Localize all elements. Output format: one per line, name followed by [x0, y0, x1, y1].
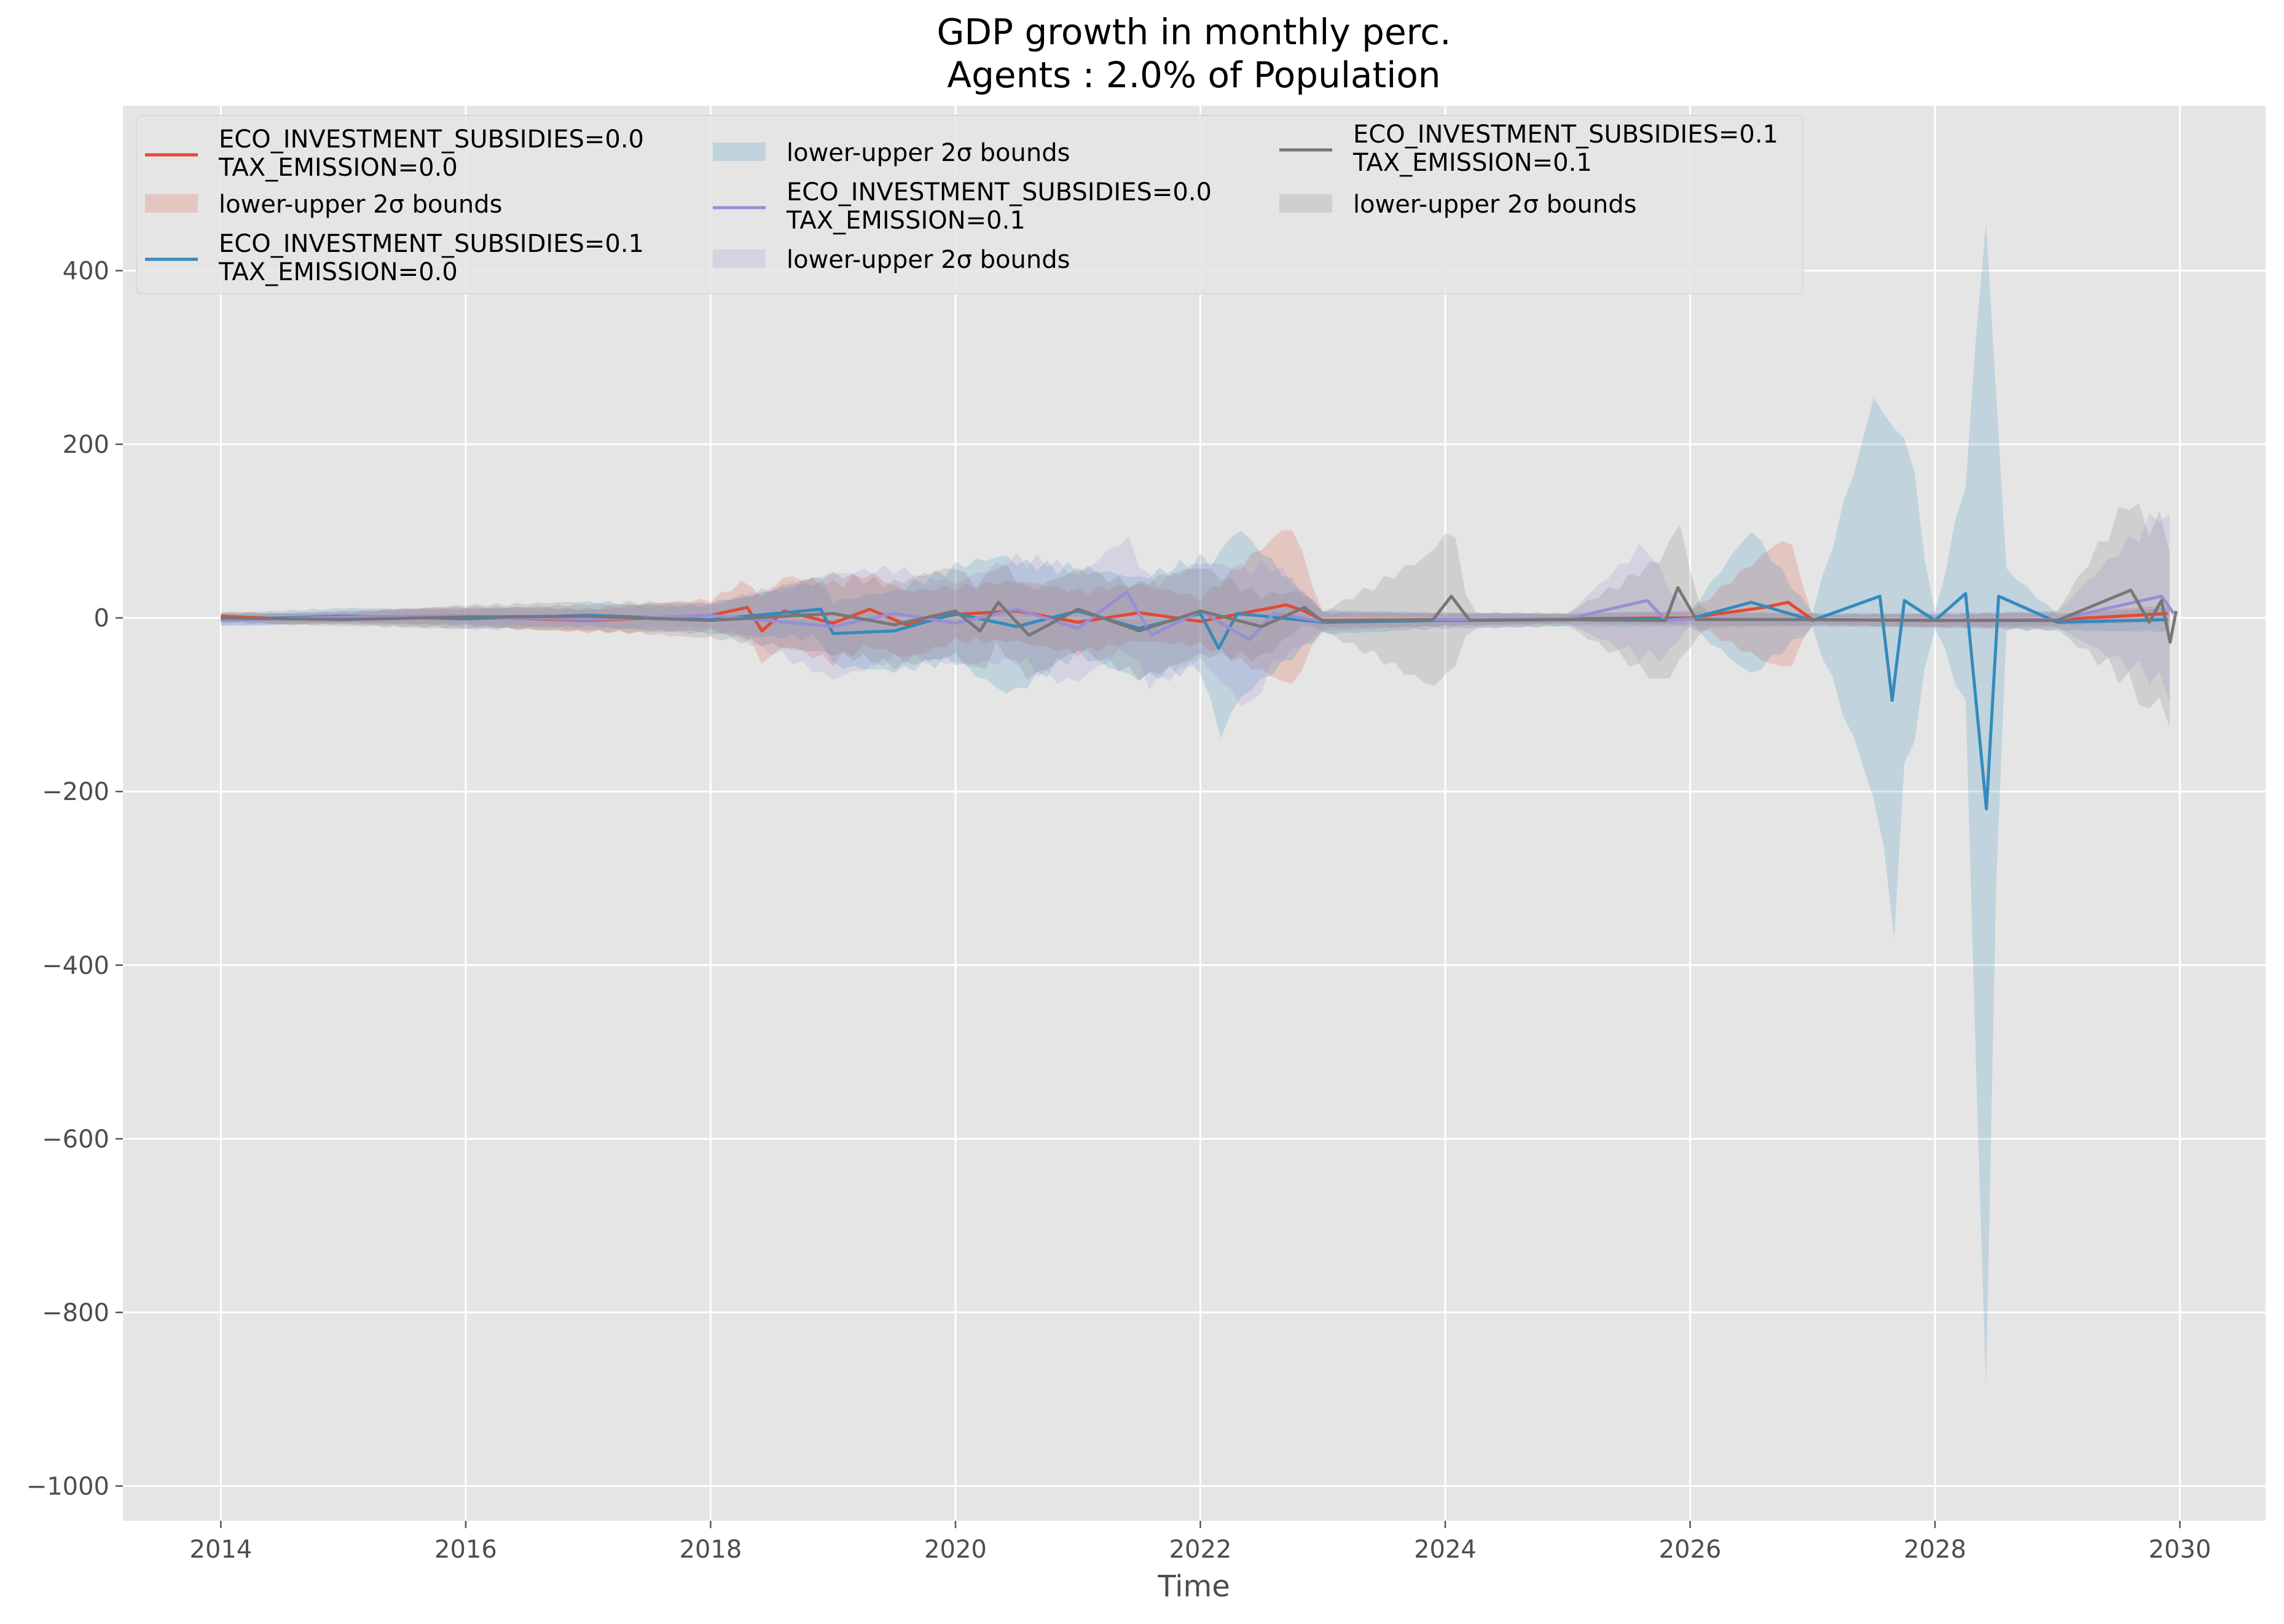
legend-entry-band: lower-upper 2σ bounds — [787, 246, 1070, 274]
plot-area — [123, 106, 2266, 1521]
legend-entry-line2: TAX_EMISSION=0.1 — [1352, 149, 1592, 177]
x-tick-label: 2014 — [190, 1536, 253, 1564]
x-tick-label: 2028 — [1904, 1536, 1966, 1564]
series-lines — [221, 586, 2178, 810]
y-tick-label: −200 — [42, 778, 109, 806]
x-tick-label: 2026 — [1659, 1536, 1722, 1564]
legend-entry-band: lower-upper 2σ bounds — [1353, 190, 1636, 219]
x-tick-label: 2030 — [2149, 1536, 2211, 1564]
band-series-1 — [221, 530, 2170, 684]
legend-band-handle — [713, 249, 766, 268]
y-tick-label: −1000 — [26, 1472, 109, 1500]
y-tick-label: −400 — [42, 952, 109, 980]
legend-entry-line2: TAX_EMISSION=0.0 — [218, 258, 458, 286]
legend-entry-band: lower-upper 2σ bounds — [787, 139, 1070, 167]
y-tick-label: −600 — [42, 1125, 109, 1153]
legend-band-handle — [1279, 194, 1332, 213]
x-axis-label: Time — [1157, 1569, 1230, 1604]
legend-entry-line1: ECO_INVESTMENT_SUBSIDIES=0.1 — [1353, 120, 1778, 149]
x-tick-label: 2018 — [680, 1536, 742, 1564]
y-tick-label: 400 — [63, 257, 109, 285]
chart-title: GDP growth in monthly perc. — [936, 11, 1451, 53]
band-series-3 — [221, 513, 2170, 707]
x-tick-label: 2024 — [1414, 1536, 1477, 1564]
y-tick-label: −800 — [42, 1299, 109, 1327]
y-tick-label: 200 — [63, 431, 109, 459]
x-axis-ticks: 2014 2016 2018 2020 2022 2024 2026 2028 2030 — [190, 1521, 2211, 1564]
legend-entry-line1: ECO_INVESTMENT_SUBSIDIES=0.1 — [219, 230, 644, 258]
y-tick-label: 0 — [94, 605, 109, 633]
x-tick-label: 2020 — [924, 1536, 987, 1564]
legend-entry-line1: ECO_INVESTMENT_SUBSIDIES=0.0 — [219, 125, 644, 154]
x-tick-label: 2016 — [434, 1536, 497, 1564]
legend-entry-line2: TAX_EMISSION=0.1 — [786, 206, 1026, 235]
legend: ECO_INVESTMENT_SUBSIDIES=0.0TAX_EMISSION… — [136, 115, 1803, 294]
legend-entry-line1: ECO_INVESTMENT_SUBSIDIES=0.0 — [787, 178, 1212, 206]
x-tick-label: 2022 — [1169, 1536, 1232, 1564]
legend-entry-band: lower-upper 2σ bounds — [219, 190, 502, 219]
legend-frame — [136, 115, 1803, 294]
legend-entry-line2: TAX_EMISSION=0.0 — [218, 154, 458, 182]
chart-subtitle: Agents : 2.0% of Population — [947, 54, 1440, 96]
y-axis-ticks: 400 200 0 −200 −400 −600 −800 −1000 — [26, 257, 123, 1500]
legend-band-handle — [713, 143, 766, 161]
legend-band-handle — [145, 194, 198, 213]
line-series-4 — [221, 586, 2178, 644]
